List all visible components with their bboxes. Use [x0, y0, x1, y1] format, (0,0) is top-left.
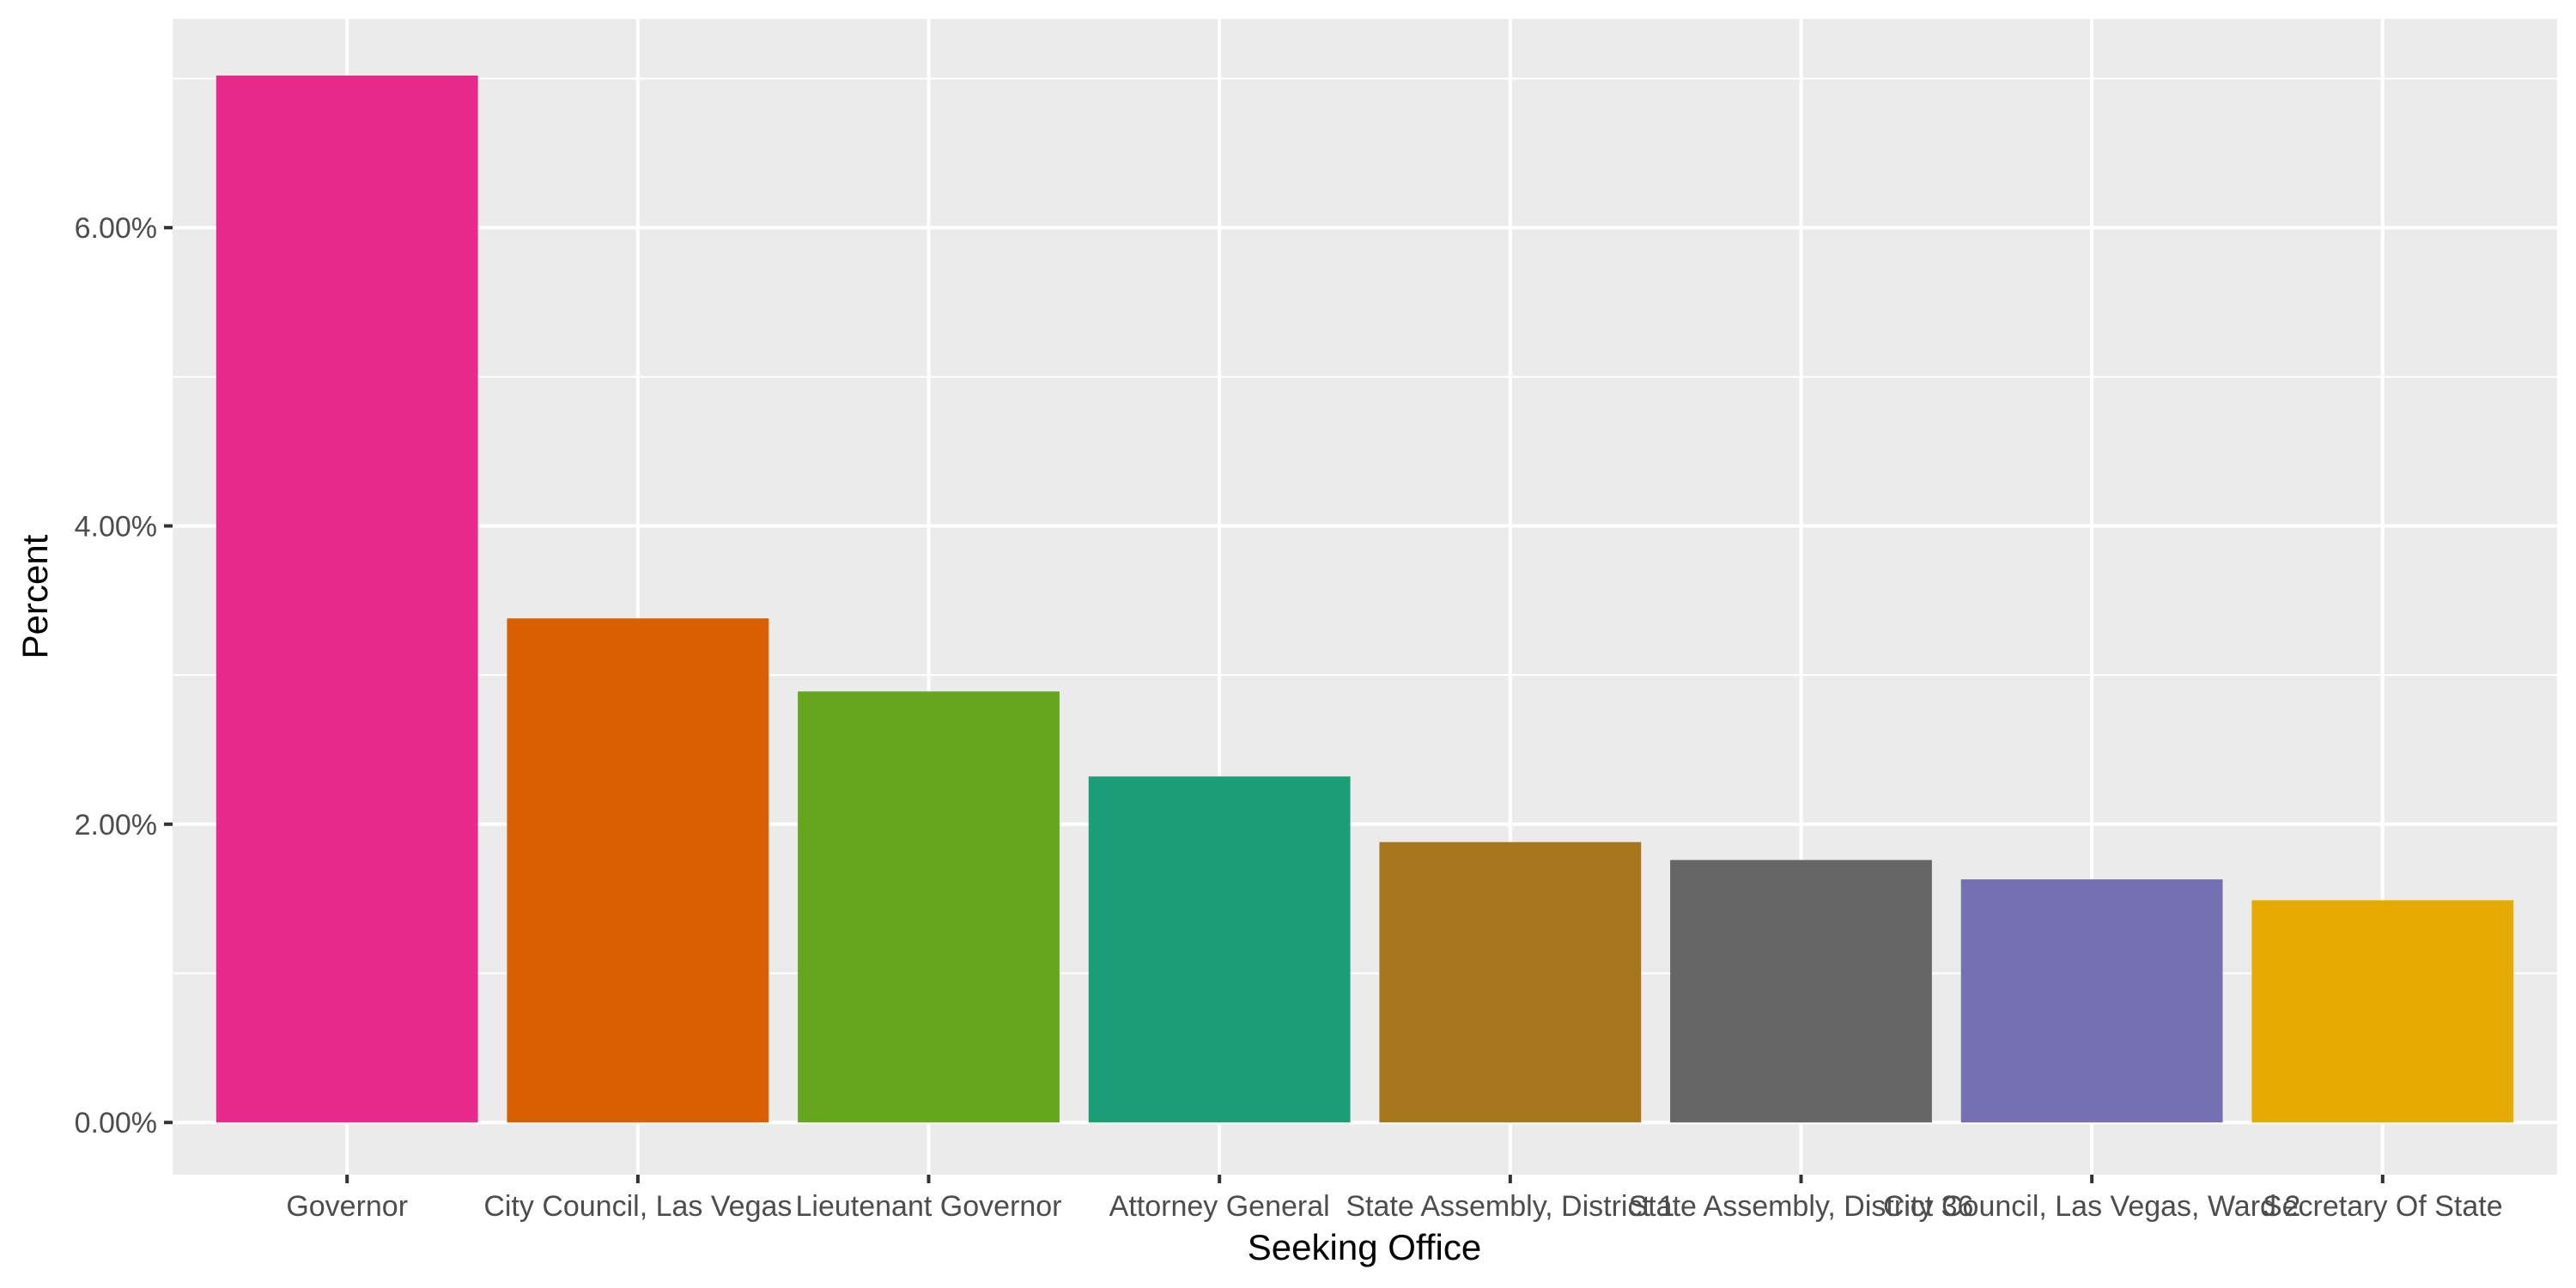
x-tick-label: City Council, Las Vegas [483, 1190, 792, 1223]
bar [1379, 841, 1642, 1123]
bars [216, 75, 2514, 1123]
x-tick-label: Attorney General [1109, 1190, 1330, 1223]
x-axis: Governor City Council, Las Vegas Lieutenan… [286, 1175, 2503, 1223]
bar [1960, 879, 2223, 1123]
y-tick-label: 0.00% [75, 1107, 157, 1139]
x-tick-label: City Council, Las Vegas, Ward 2 [1883, 1190, 2300, 1223]
x-axis-title: Seeking Office [1248, 1227, 1481, 1267]
bar [1670, 860, 1932, 1123]
y-tick-label: 6.00% [75, 212, 157, 245]
y-tick-label: 4.00% [75, 511, 157, 544]
bar [798, 691, 1060, 1123]
y-axis-title: Percent [15, 534, 55, 659]
x-tick-label: State Assembly, District 36 [1629, 1190, 1974, 1223]
bar [1088, 776, 1351, 1123]
bar [2251, 900, 2514, 1123]
bar [507, 618, 769, 1123]
x-tick-label: State Assembly, District 1 [1346, 1190, 1674, 1223]
x-tick-label: Secretary Of State [2263, 1190, 2503, 1223]
x-tick-label: Lieutenant Governor [796, 1190, 1062, 1223]
y-axis: 0.00% 2.00% 4.00% 6.00% [75, 212, 173, 1139]
y-tick-label: 2.00% [75, 809, 157, 841]
x-tick-label: Governor [286, 1190, 408, 1223]
bar [216, 75, 478, 1123]
